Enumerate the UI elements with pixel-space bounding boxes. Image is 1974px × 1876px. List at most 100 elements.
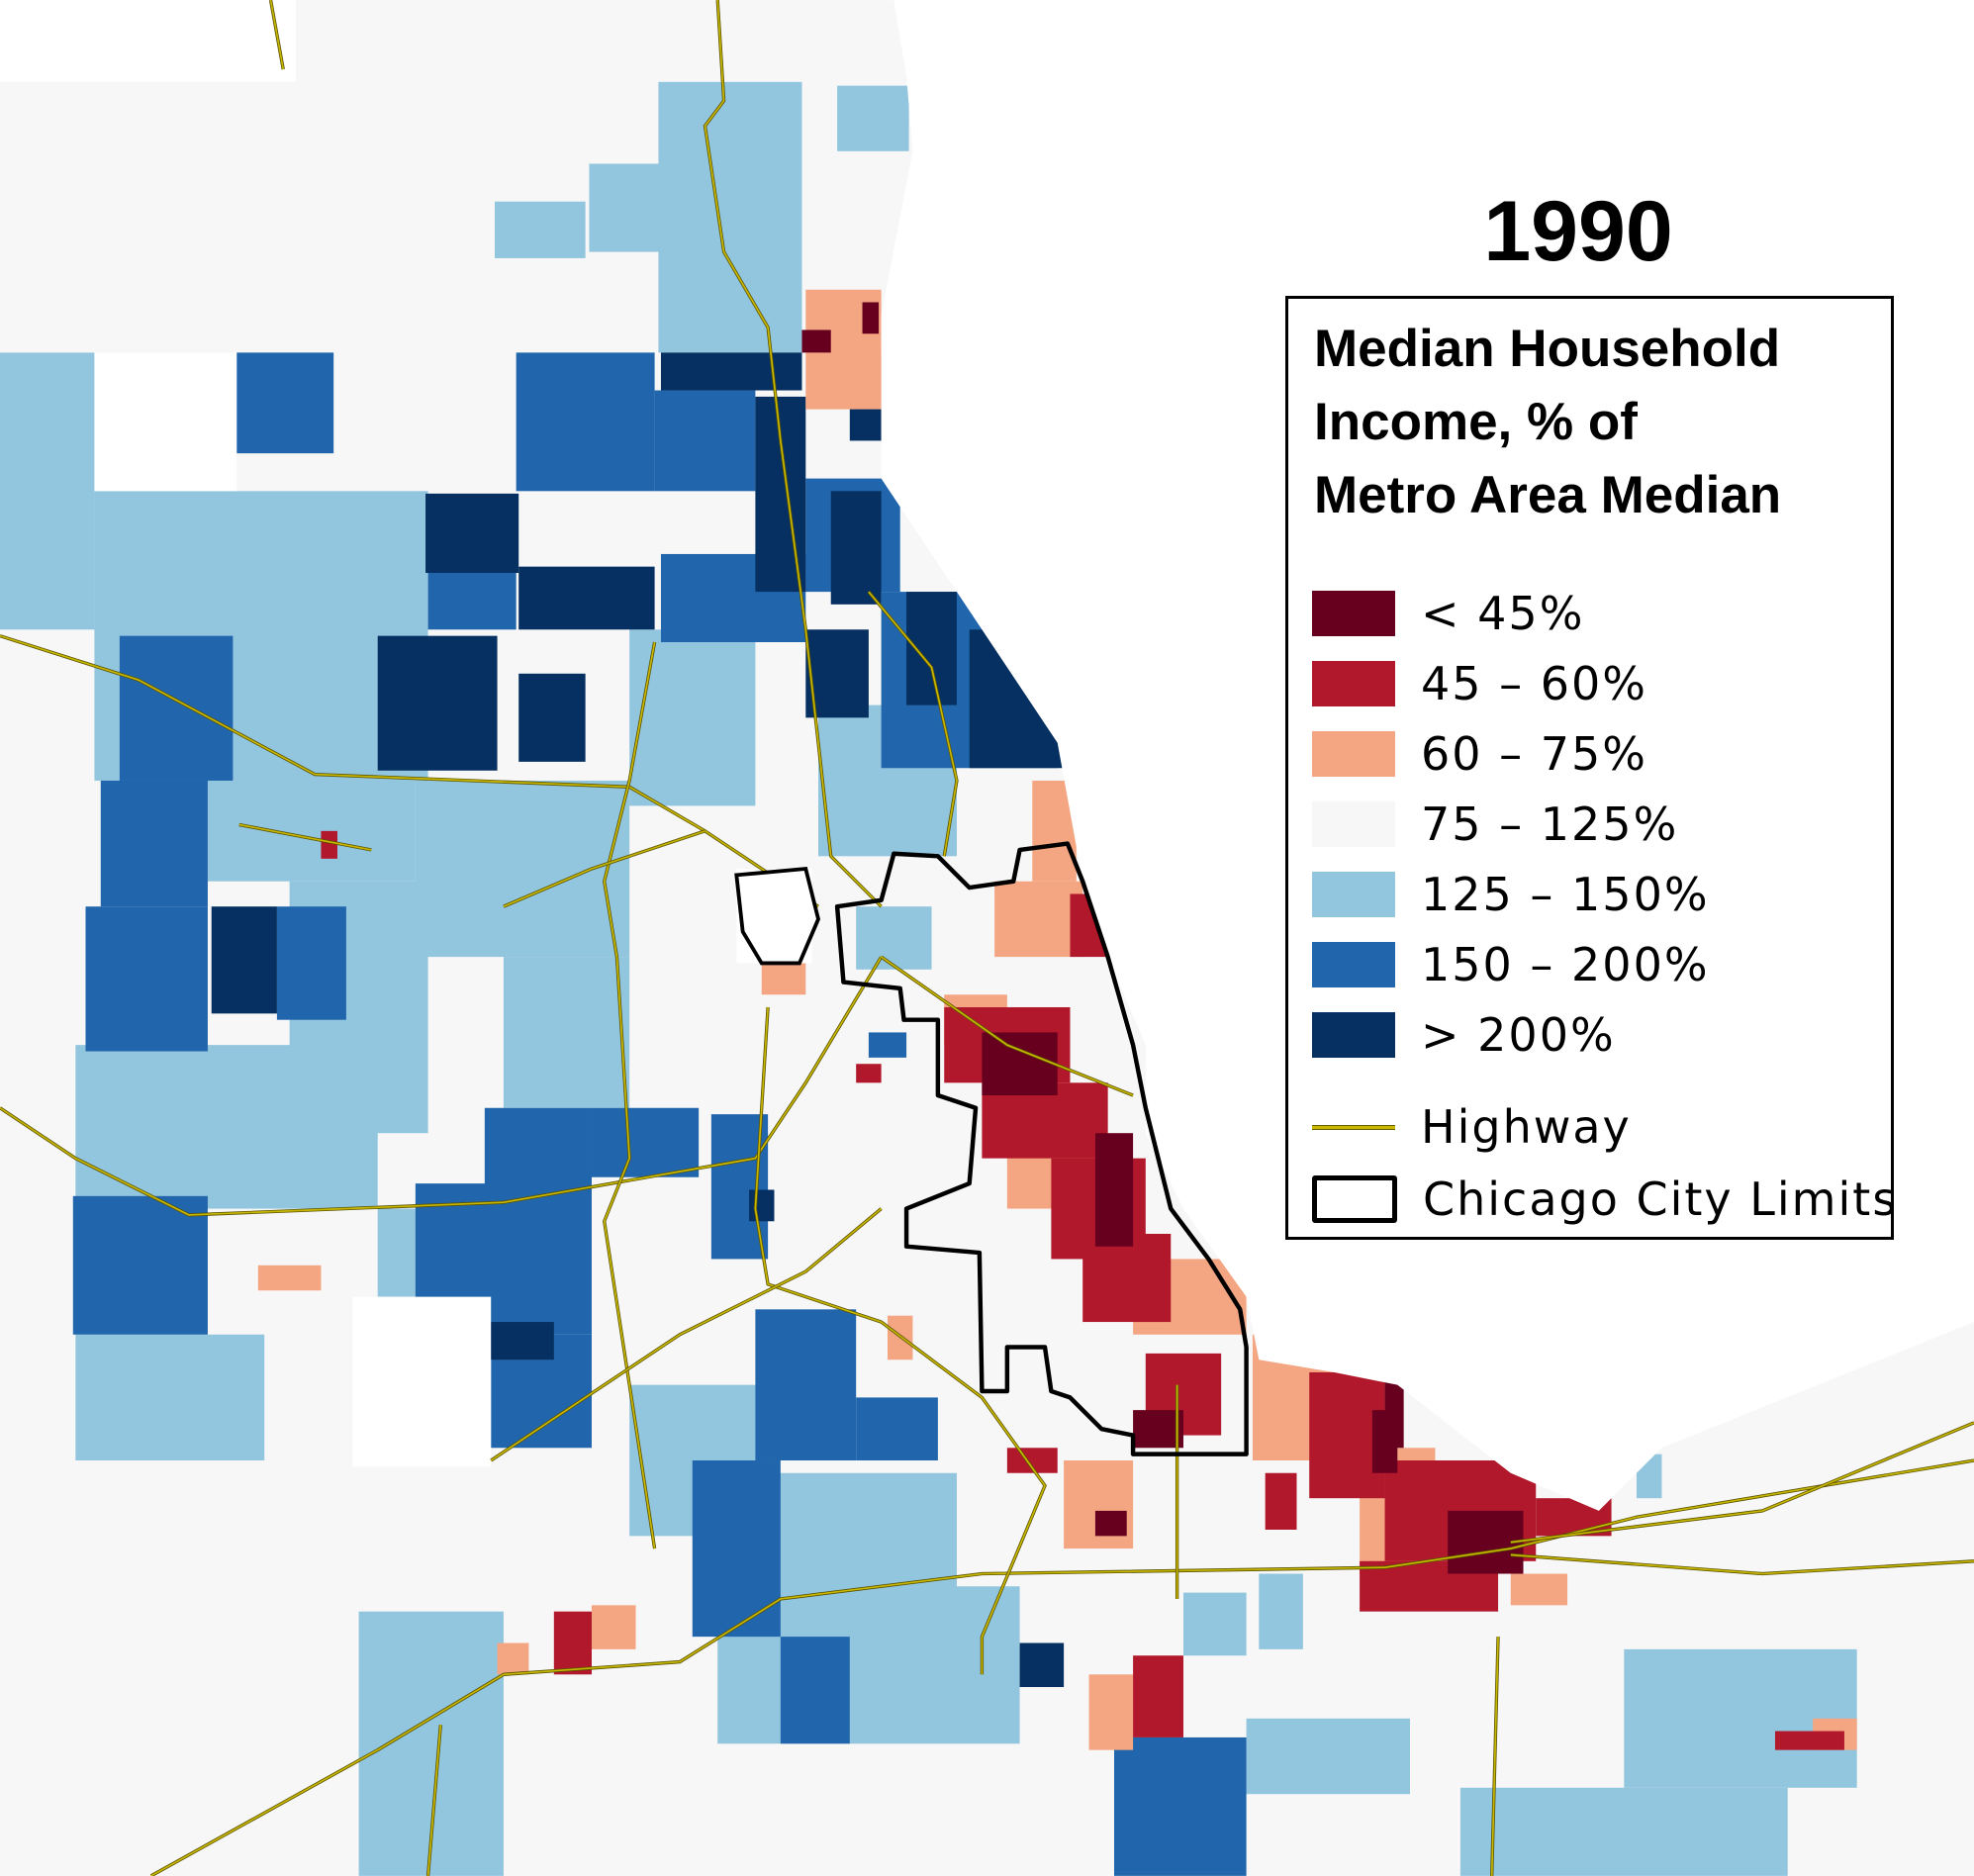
no-data-area xyxy=(0,0,296,82)
legend-swatch xyxy=(1312,942,1395,987)
tract-150-200 xyxy=(1114,1736,1247,1876)
tract-45-60 xyxy=(982,1082,1108,1159)
highway-line xyxy=(238,823,372,851)
tract-150-200 xyxy=(72,1195,208,1335)
tract-above-200 xyxy=(749,1189,775,1222)
tract-125-150 xyxy=(0,352,95,630)
highway-line xyxy=(490,1207,883,1461)
tract-above-200 xyxy=(1019,1642,1065,1688)
highway-line xyxy=(1510,1553,1974,1575)
tract-150-200 xyxy=(119,635,234,781)
tract-below-45 xyxy=(1094,1510,1127,1537)
tract-60-75 xyxy=(257,1265,322,1291)
legend-item: 150 – 200% xyxy=(1312,941,1710,988)
legend-swatch xyxy=(1312,801,1395,847)
tract-125-150 xyxy=(415,780,630,958)
highway-line xyxy=(704,0,883,907)
tract-125-150 xyxy=(75,1334,265,1461)
legend-swatch xyxy=(1312,872,1395,917)
tract-150-200 xyxy=(692,1460,781,1638)
highway-line xyxy=(1490,1637,1499,1876)
legend: Median Household Income, % of Metro Area… xyxy=(1285,296,1896,1240)
legend-label: Highway xyxy=(1421,1100,1632,1154)
legend-swatch xyxy=(1312,731,1395,777)
tract-no-data xyxy=(94,352,237,492)
legend-swatch xyxy=(1312,1012,1395,1058)
highway-line xyxy=(603,641,656,958)
tract-150-200 xyxy=(484,1107,592,1335)
tract-45-60 xyxy=(321,830,337,859)
tract-150-200 xyxy=(591,1107,700,1177)
tract-125-150 xyxy=(1459,1787,1788,1876)
tract-45-60 xyxy=(1265,1472,1297,1530)
highway-line xyxy=(754,1006,1046,1675)
tract-125-150 xyxy=(1259,1573,1303,1649)
tract-60-75 xyxy=(761,963,806,995)
highway-line xyxy=(269,0,285,70)
highway-line xyxy=(0,634,819,907)
tract-125-150 xyxy=(768,1472,957,1612)
highway-line-icon xyxy=(1312,1124,1395,1130)
highway-line xyxy=(503,830,705,907)
tract-150-200 xyxy=(856,1397,938,1461)
tract-150-200 xyxy=(100,780,208,907)
tract-125-150 xyxy=(658,81,802,353)
tract-below-45 xyxy=(982,1032,1058,1096)
legend-label: > 200% xyxy=(1421,1008,1616,1062)
tract-150-200 xyxy=(85,906,208,1052)
legend-label: Chicago City Limits xyxy=(1423,1172,1899,1226)
legend-item-highway: Highway xyxy=(1312,1103,1632,1151)
tract-above-200 xyxy=(484,1322,554,1360)
tract-above-200 xyxy=(830,491,882,605)
tract-125-150 xyxy=(856,906,932,970)
tract-below-45 xyxy=(1094,1133,1134,1247)
tract-60-75 xyxy=(994,881,1083,958)
tract-60-75 xyxy=(591,1605,636,1649)
highway-line xyxy=(881,956,1134,1096)
tract-60-75 xyxy=(497,1642,529,1675)
tract-150-200 xyxy=(516,352,655,492)
chicago-city-limits xyxy=(834,841,1249,1456)
legend-label: 125 – 150% xyxy=(1421,868,1710,921)
tract-below-45 xyxy=(801,329,831,353)
legend-item-city-limits: Chicago City Limits xyxy=(1312,1175,1898,1223)
legend-label: < 45% xyxy=(1421,587,1585,640)
legend-label: 60 – 75% xyxy=(1421,727,1648,781)
tract-above-200 xyxy=(211,906,277,1014)
highway-line xyxy=(603,957,656,1549)
ohare-city-limits xyxy=(734,866,821,966)
tract-125-150 xyxy=(503,957,630,1108)
tract-150-200 xyxy=(276,906,346,1020)
legend-item: < 45% xyxy=(1312,590,1584,637)
tract-45-60 xyxy=(1082,1233,1172,1323)
tract-above-200 xyxy=(660,352,802,391)
census-tracts xyxy=(0,81,1857,1876)
tract-above-200 xyxy=(805,629,869,718)
tract-125-150 xyxy=(207,780,416,882)
legend-label: 150 – 200% xyxy=(1421,938,1710,991)
tract-150-200 xyxy=(654,390,756,492)
tract-125-150 xyxy=(629,629,756,806)
tract-above-200 xyxy=(518,673,586,762)
legend-swatch xyxy=(1312,591,1395,636)
tract-60-75 xyxy=(1088,1674,1134,1750)
tract-45-60 xyxy=(856,1064,882,1083)
tract-above-200 xyxy=(518,566,655,630)
tract-150-200 xyxy=(427,566,517,630)
legend-label: 75 – 125% xyxy=(1421,797,1679,851)
tract-125-150 xyxy=(589,163,668,252)
legend-item: 75 – 125% xyxy=(1312,800,1678,848)
tract-above-200 xyxy=(377,635,498,771)
tract-150-200 xyxy=(780,1637,850,1744)
legend-swatch xyxy=(1312,661,1395,706)
legend-item: 60 – 75% xyxy=(1312,730,1647,778)
tract-below-45 xyxy=(1371,1410,1398,1473)
tract-150-200 xyxy=(868,1032,907,1058)
tract-125-150 xyxy=(1182,1592,1247,1656)
highway-line xyxy=(868,591,958,857)
tract-45-60 xyxy=(1133,1655,1183,1737)
tract-150-200 xyxy=(755,1309,857,1461)
legend-title: Median Household Income, % of Metro Area… xyxy=(1314,320,1782,524)
legend-item: 45 – 60% xyxy=(1312,660,1647,707)
